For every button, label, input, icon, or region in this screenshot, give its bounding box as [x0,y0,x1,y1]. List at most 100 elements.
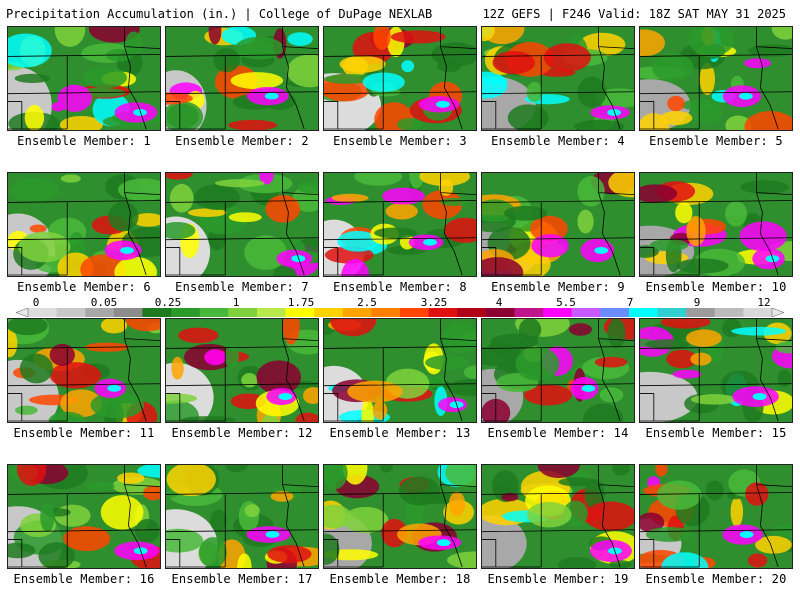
ensemble-member-label: Ensemble Member: 18 [329,572,471,586]
precip-colorbar: 0 0.05 0.25 1 1.75 2.5 3.25 4 5.5 7 9 12 [16,296,784,320]
ensemble-member-label: Ensemble Member: 17 [171,572,313,586]
colorbar-tick-label: 4 [495,296,503,309]
colorbar-swatch [714,308,744,317]
colorbar-swatch [85,308,115,317]
colorbar-swatch [457,308,487,317]
colorbar-swatch [285,308,315,317]
ensemble-member-label: Ensemble Member: 14 [487,426,629,440]
colorbar-tick-label: 1 [232,296,240,309]
ensemble-member-map [481,172,635,277]
ensemble-grid: Ensemble Member: 1 Ensemble Member: 2 Ense… [7,26,793,592]
precip-map-graphic [8,173,160,276]
colorbar-swatch [400,308,430,317]
precip-map-graphic [324,319,476,422]
colorbar-tick-label: 2.5 [357,296,377,309]
colorbar-swatch [199,308,229,317]
colorbar-swatch [371,308,401,317]
ensemble-member-map [323,464,477,569]
precip-map-graphic [640,319,792,422]
colorbar-tick-label: 0.05 [90,296,118,309]
ensemble-member-map [481,26,635,131]
ensemble-member-map [323,26,477,131]
precip-map-graphic [482,27,634,130]
ensemble-member-label: Ensemble Member: 1 [17,134,151,148]
ensemble-member-map [7,172,161,277]
colorbar-swatch [428,308,458,317]
colorbar-tick-label: 0.25 [154,296,182,309]
ensemble-member-map [165,26,319,131]
precip-map-graphic [482,173,634,276]
colorbar-strip [16,308,784,317]
precip-map-graphic [640,27,792,130]
colorbar-left-arrow [16,308,29,317]
chart-title: Precipitation Accumulation (in.) | Colle… [6,7,433,21]
ensemble-member-label: Ensemble Member: 9 [491,280,625,294]
colorbar-swatch [228,308,258,317]
ensemble-member-map [639,318,793,423]
ensemble-member-map [7,318,161,423]
ensemble-member-map [639,26,793,131]
precip-map-graphic [324,465,476,568]
ensemble-member-map [481,318,635,423]
colorbar-swatch [171,308,201,317]
colorbar-swatch [571,308,601,317]
ensemble-member-map [7,26,161,131]
colorbar-tick-label: 7 [626,296,634,309]
colorbar-swatch [256,308,287,317]
colorbar-tick-label: 1.75 [287,296,315,309]
ensemble-member-label: Ensemble Member: 15 [645,426,787,440]
colorbar-tick-label: 12 [757,296,771,309]
colorbar-swatch [485,308,515,317]
precip-map-graphic [166,319,318,422]
precip-map-graphic [166,173,318,276]
ensemble-member-map [639,464,793,569]
colorbar-swatch [743,308,773,317]
precip-map-graphic [8,465,160,568]
ensemble-member-label: Ensemble Member: 20 [645,572,787,586]
ensemble-member-label: Ensemble Member: 5 [649,134,783,148]
colorbar-swatch [514,308,544,317]
precip-map-graphic [8,27,160,130]
precip-map-graphic [166,465,318,568]
ensemble-member-map [481,464,635,569]
model-run-valid-time: 12Z GEFS | F246 Valid: 18Z SAT MAY 31 20… [482,7,786,21]
colorbar-tick-label: 3.25 [420,296,448,309]
colorbar-tick-label: 0 [32,296,40,309]
colorbar-tick-label: 9 [693,296,701,309]
ensemble-member-label: Ensemble Member: 16 [13,572,155,586]
precip-map-graphic [166,27,318,130]
precip-map-graphic [640,465,792,568]
ensemble-member-label: Ensemble Member: 11 [13,426,155,440]
precip-map-graphic [640,173,792,276]
ensemble-member-label: Ensemble Member: 19 [487,572,629,586]
colorbar-swatch [342,308,372,317]
colorbar-swatch [56,308,86,317]
precip-map-graphic [482,319,634,422]
colorbar-tick-label: 5.5 [556,296,576,309]
colorbar-swatch [28,308,58,317]
ensemble-member-map [165,318,319,423]
ensemble-member-map [639,172,793,277]
precip-map-graphic [8,319,160,422]
colorbar-swatch [543,308,573,317]
colorbar-swatch [628,308,659,317]
ensemble-member-label: Ensemble Member: 12 [171,426,313,440]
ensemble-member-label: Ensemble Member: 6 [17,280,151,294]
precip-map-graphic [482,465,634,568]
ensemble-member-map [165,172,319,277]
colorbar-swatch [113,308,143,317]
ensemble-member-label: Ensemble Member: 8 [333,280,467,294]
colorbar-swatch [314,308,344,317]
colorbar-right-arrow [771,308,784,317]
ensemble-member-label: Ensemble Member: 3 [333,134,467,148]
ensemble-member-map [323,172,477,277]
ensemble-member-map [323,318,477,423]
colorbar-tick-labels: 0 0.05 0.25 1 1.75 2.5 3.25 4 5.5 7 9 12 [16,296,784,309]
colorbar-swatch [686,308,716,317]
colorbar-swatch [142,308,172,317]
ensemble-member-map [7,464,161,569]
colorbar-swatch [600,308,630,317]
precip-map-graphic [324,173,476,276]
ensemble-member-label: Ensemble Member: 13 [329,426,471,440]
ensemble-member-label: Ensemble Member: 7 [175,280,309,294]
